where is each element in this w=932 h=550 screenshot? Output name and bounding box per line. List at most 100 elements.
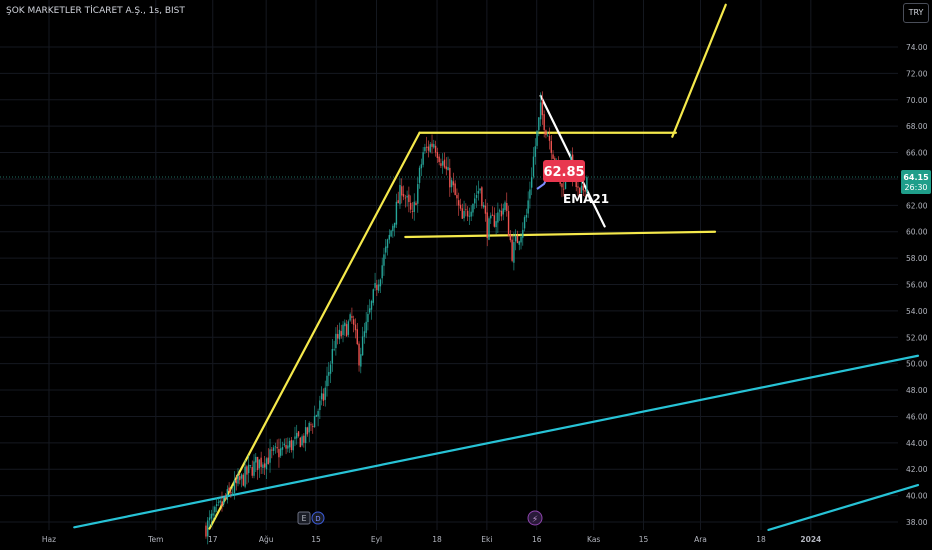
candle-body: [312, 426, 314, 428]
candle-body: [246, 466, 248, 475]
candle-body: [214, 506, 216, 513]
candle-body: [390, 230, 392, 237]
time-tick-label: Ağu: [259, 535, 274, 544]
price-tag-countdown: 26:30: [904, 183, 927, 192]
time-tick-label: 15: [639, 535, 649, 544]
price-tick-label: 40.00: [906, 492, 928, 501]
candle-body: [267, 457, 269, 465]
earnings-marker-label: E: [301, 514, 306, 523]
earnings-marker: [297, 511, 311, 525]
candle-body: [488, 218, 490, 240]
price-tick-label: 68.00: [906, 122, 928, 131]
candle-body: [529, 189, 531, 199]
candle-body: [452, 181, 455, 186]
price-tick-label: 70.00: [906, 96, 928, 105]
time-tick-label: Eki: [481, 535, 492, 544]
candle-body: [301, 436, 303, 446]
candle-body: [306, 427, 309, 435]
candle-body: [344, 322, 346, 327]
time-tick-label: 18: [432, 535, 442, 544]
price-tick-label: 74.00: [906, 43, 928, 52]
candle-body: [447, 167, 449, 171]
candle-body: [497, 212, 499, 223]
candle-body: [463, 211, 465, 219]
candle-body: [395, 201, 398, 225]
cyan-trendline: [73, 354, 920, 529]
candle-body: [361, 336, 364, 356]
candle-body: [262, 464, 264, 468]
candle-body: [320, 393, 323, 400]
time-tick-label: Kas: [587, 535, 600, 544]
candle-body: [374, 282, 376, 288]
time-tick-label: 2024: [800, 535, 821, 544]
candle-body: [500, 210, 503, 217]
candle-body: [579, 187, 581, 194]
time-tick-label: Haz: [42, 535, 56, 544]
price-tick-label: 72.00: [906, 69, 928, 78]
candle-body: [207, 520, 209, 537]
candle-body: [287, 445, 289, 449]
candle-body: [360, 354, 362, 367]
candle-body: [356, 329, 358, 345]
candle-body: [292, 440, 294, 451]
candle-body: [297, 431, 300, 437]
candle-body: [221, 501, 223, 506]
candle-body: [205, 525, 207, 537]
candle-body: [310, 424, 312, 426]
event-markers[interactable]: E D ⚡: [297, 510, 543, 526]
price-tick-label: 52.00: [906, 333, 928, 342]
candle-body: [304, 427, 307, 444]
candle-body: [242, 474, 245, 486]
yellow-trendline: [404, 230, 717, 239]
badge-value: 62.85: [543, 165, 584, 180]
candle-body: [536, 130, 538, 146]
candle-body: [443, 159, 446, 168]
candle-body: [459, 204, 462, 209]
candle-body: [274, 446, 277, 448]
candle-body: [308, 422, 310, 433]
candle-body: [511, 239, 513, 261]
candle-body: [418, 167, 421, 183]
currency-button[interactable]: TRY: [903, 3, 929, 23]
candle-body: [386, 239, 389, 248]
candle-body: [425, 146, 428, 148]
candle-body: [239, 476, 241, 481]
candle-body: [434, 145, 437, 153]
candle-body: [260, 457, 262, 467]
candle-body: [347, 321, 350, 335]
candle-body: [370, 301, 373, 310]
candle-body: [358, 343, 360, 366]
price-tag-box: [901, 170, 931, 194]
candle-body: [322, 393, 325, 401]
price-tag: 64.15 26:30: [901, 170, 931, 194]
candle-body: [349, 314, 351, 321]
candle-body: [353, 319, 355, 325]
candle-body: [255, 456, 257, 463]
candle-body: [331, 349, 334, 364]
candle-body: [513, 242, 515, 263]
candle-body: [413, 201, 415, 212]
candle-body: [525, 215, 528, 218]
time-tick-label: Eyl: [371, 535, 382, 544]
candle-body: [367, 313, 369, 323]
candle-body: [514, 236, 517, 242]
candle-body: [294, 436, 296, 439]
candle-body: [336, 334, 339, 339]
candle-body: [244, 466, 246, 487]
candle-body: [249, 465, 252, 466]
price-tick-label: 50.00: [906, 360, 928, 369]
price-axis: 38.00 40.00 42.00 44.00 46.00 48.00 50.00 52.00…: [906, 43, 928, 527]
candle-body: [258, 459, 261, 469]
candle-body: [393, 222, 396, 228]
candle-body: [237, 475, 239, 484]
candle-body: [545, 130, 547, 136]
price-tick-label: 44.00: [906, 439, 928, 448]
candle-body: [450, 180, 453, 188]
trendlines: [73, 3, 920, 532]
candle-body: [477, 190, 479, 194]
candle-body: [276, 447, 278, 449]
candle-body: [329, 364, 332, 374]
symbol-title: ŞOK MARKETLER TİCARET A.Ş., 1s, BIST: [6, 6, 185, 16]
candle-body: [440, 163, 442, 166]
